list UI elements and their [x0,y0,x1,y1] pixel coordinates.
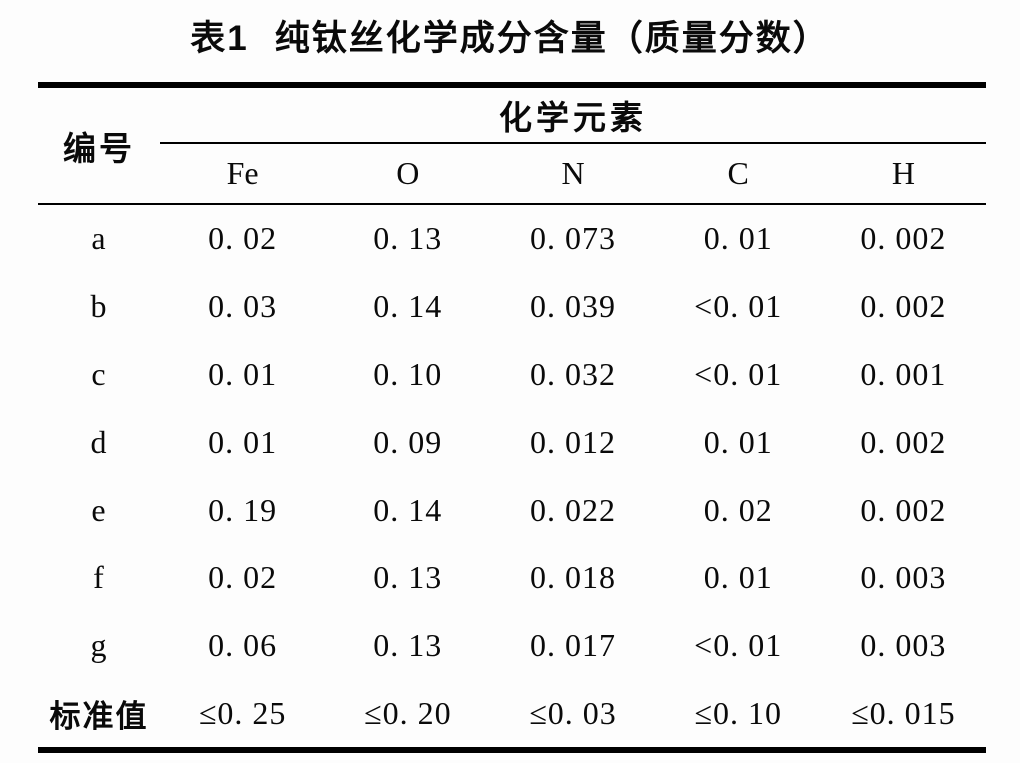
column-group-header: 化学元素 [160,88,986,144]
table-caption: 表1 纯钛丝化学成分含量（质量分数） [0,10,1020,61]
table-cell: 0. 017 [529,627,616,664]
table-cell: ≤0. 10 [694,694,782,731]
table-cell: 0. 002 [860,288,947,325]
table-cell: 0. 13 [373,627,443,664]
row-label: e [91,491,107,528]
row-label: b [90,288,108,325]
table-row: c 0. 01 0. 10 0. 032 <0. 01 0. 001 [38,341,986,409]
table-caption-number: 表1 [190,19,249,58]
table-cell: 0. 02 [208,220,278,257]
table-row: a 0. 02 0. 13 0. 073 0. 01 0. 002 [38,205,986,273]
table-cell: 0. 012 [529,423,616,460]
row-label: c [91,355,107,392]
data-table: 编号 化学元素 Fe O N C H a 0. 02 0. 13 0. 073 0. 01 0.… [38,82,986,754]
table-cell: 0. 01 [208,423,278,460]
table-cell: 0. 003 [860,627,947,664]
row-label: g [90,627,108,664]
table-cell: 0. 022 [529,491,616,528]
table-cell: 0. 14 [373,288,443,325]
table-cell: 0. 018 [529,559,616,596]
table-cell: 0. 002 [860,491,947,528]
table-cell: 0. 032 [529,355,616,392]
table-cell: 0. 039 [529,288,616,325]
column-header: Fe [226,155,259,191]
table-cell: 0. 14 [373,491,443,528]
column-header: H [891,155,915,191]
table-cell: 0. 03 [208,288,278,325]
element-header-row: Fe O N C H [160,144,986,203]
table-cell: 0. 073 [529,220,616,257]
table-header: 编号 化学元素 Fe O N C H [38,88,986,203]
table-cell: 0. 01 [703,423,773,460]
table-row: f 0. 02 0. 13 0. 018 0. 01 0. 003 [38,544,986,612]
table-cell: 0. 01 [703,559,773,596]
table-cell: 0. 13 [373,220,443,257]
row-label: d [90,423,108,460]
table-cell: 0. 01 [208,355,278,392]
table-body: a 0. 02 0. 13 0. 073 0. 01 0. 002 b 0. 03 0. … [38,203,986,754]
row-label: 标准值 [49,698,149,734]
table-cell: 0. 19 [208,491,278,528]
table-cell: <0. 01 [694,355,783,392]
table-cell: 0. 13 [373,559,443,596]
column-header: O [396,155,420,191]
table-cell: ≤0. 03 [529,694,617,731]
table-cell: ≤0. 015 [851,694,956,731]
row-label: f [93,559,105,596]
table-row: e 0. 19 0. 14 0. 022 0. 02 0. 002 [38,476,986,544]
table-cell: ≤0. 20 [364,694,452,731]
table-cell: 0. 003 [860,559,947,596]
table-cell: 0. 09 [373,423,443,460]
table-cell: ≤0. 25 [198,694,287,731]
table-cell: 0. 001 [860,355,947,392]
column-header: N [561,155,585,191]
table-cell: 0. 02 [208,559,278,596]
row-label: a [91,220,107,257]
table-cell: 0. 002 [860,220,947,257]
table-top-rule [38,82,986,88]
table-cell: 0. 01 [703,220,773,257]
table-caption-title: 纯钛丝化学成分含量（质量分数） [274,19,830,58]
column-header: C [727,155,749,191]
table-cell: 0. 002 [860,423,947,460]
table-cell: <0. 01 [694,288,783,325]
table-row: g 0. 06 0. 13 0. 017 <0. 01 0. 003 [38,612,986,680]
table-row: d 0. 01 0. 09 0. 012 0. 01 0. 002 [38,408,986,476]
table-cell: 0. 10 [373,355,443,392]
row-header-label: 编号 [63,129,135,167]
table-cell: <0. 01 [694,627,783,664]
table-row: 标准值 ≤0. 25 ≤0. 20 ≤0. 03 ≤0. 10 ≤0. 015 [38,680,986,748]
table-row: b 0. 03 0. 14 0. 039 <0. 01 0. 002 [38,273,986,341]
table-cell: 0. 02 [703,491,773,528]
table-cell: 0. 06 [208,627,278,664]
